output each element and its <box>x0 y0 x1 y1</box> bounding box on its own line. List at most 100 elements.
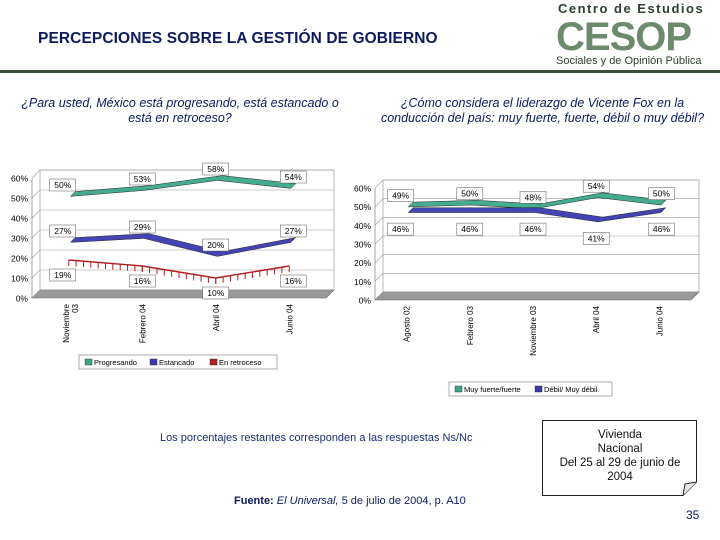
data-label-box <box>519 222 547 236</box>
legend-label: Débil/ Muy débil <box>544 385 598 394</box>
x-tick-label-line: Junio 04 <box>285 303 294 334</box>
logo-top-text: Centro de Estudios <box>558 1 704 16</box>
y-tick-label: 30% <box>11 234 28 244</box>
page-title: PERCEPCIONES SOBRE LA GESTIÓN DE GOBIERN… <box>38 30 438 47</box>
y-tick-label: 0% <box>359 296 372 306</box>
source-line: Fuente: El Universal, 5 de julio de 2004… <box>234 495 466 507</box>
data-label: 19% <box>54 270 71 280</box>
gridline <box>31 209 334 219</box>
data-label: 54% <box>588 181 605 191</box>
data-label: 27% <box>285 226 302 236</box>
gridline <box>31 289 334 299</box>
data-label: 50% <box>461 189 478 199</box>
legend-swatch <box>209 358 218 366</box>
data-label: 50% <box>54 180 71 190</box>
data-label: 20% <box>207 240 224 250</box>
x-tick-label: Febrero 03 <box>466 305 475 345</box>
data-label: 54% <box>285 172 302 182</box>
data-label-box <box>456 222 484 236</box>
data-label-box <box>456 187 484 200</box>
data-label-box <box>648 222 675 236</box>
cesop-logo: Centro de Estudios CESOP Sociales y de O… <box>548 0 718 70</box>
data-label: 29% <box>134 222 151 232</box>
data-label-box <box>49 268 76 282</box>
chart-progress: 0% 10% 20% 30% 40% 50% 60% Noviembre 03 Febrero 0… <box>11 162 335 370</box>
legend-label: Progresando <box>94 358 137 367</box>
y-tick-label: 10% <box>11 274 28 284</box>
data-label: 58% <box>207 164 224 174</box>
question-right: ¿Cómo considera el liderazgo de Vicente … <box>380 96 705 125</box>
chart-floor <box>374 291 700 301</box>
data-label-box <box>129 172 156 186</box>
data-label-box <box>387 222 414 236</box>
x-tick-label: Febrero 04 <box>138 303 147 343</box>
survey-box <box>542 420 697 496</box>
legend-swatch <box>454 385 463 393</box>
series-ribbon-estancado <box>69 233 297 257</box>
x-tick-label-line: Febrero 04 <box>138 303 147 343</box>
data-label-box <box>387 189 414 202</box>
source-detail: 5 de julio de 2004, p. A10 <box>341 495 466 507</box>
data-label-box <box>280 170 307 184</box>
legend-label: Estancado <box>159 358 194 367</box>
x-tick-label-line: 03 <box>71 303 80 312</box>
data-label: 41% <box>588 233 605 243</box>
y-tick-label: 40% <box>354 221 371 231</box>
x-tick-label: Abril 04 <box>212 303 221 331</box>
gridline <box>374 254 699 263</box>
x-tick-label-line: Febrero 03 <box>466 305 475 345</box>
data-label-box <box>129 220 156 234</box>
survey-box-text: Vivienda Nacional Del 25 al 29 de junio … <box>548 428 692 484</box>
gridline <box>31 169 334 179</box>
chart-floor <box>31 289 335 299</box>
data-label-box <box>648 187 675 200</box>
y-tick-label: 60% <box>354 184 371 194</box>
data-label-box <box>280 224 307 238</box>
data-label-box <box>49 178 76 192</box>
box-line-2: Nacional <box>597 443 643 455</box>
box-line-1: Vivienda <box>598 429 642 441</box>
x-tick-label-line: Junio 04 <box>655 305 664 336</box>
gridline <box>374 198 699 207</box>
title-divider <box>0 70 720 73</box>
y-tick-label: 30% <box>354 240 371 250</box>
logo-bottom-text: Sociales y de Opinión Pública <box>556 55 702 67</box>
logo-mark-text: CESOP <box>556 15 691 59</box>
data-label: 16% <box>285 276 302 286</box>
x-tick-label: Noviembre 03 <box>529 305 538 355</box>
gridline <box>374 273 699 282</box>
y-tick-label: 50% <box>354 202 371 212</box>
data-label-box <box>129 274 156 288</box>
legend-swatch <box>534 385 543 393</box>
data-label: 46% <box>392 224 409 234</box>
legend-label: En retroceso <box>219 358 262 367</box>
source-publication: El Universal, <box>276 495 339 507</box>
legend-swatch <box>149 358 158 366</box>
box-line-4: 2004 <box>607 471 633 483</box>
source-label: Fuente: <box>234 495 274 507</box>
y-tick-label: 20% <box>11 254 28 264</box>
data-label: 46% <box>461 224 478 234</box>
page-number: 35 <box>686 508 700 522</box>
x-tick-label-line: Agosto 02 <box>403 305 412 342</box>
x-tick-label: Abril 04 <box>592 305 601 333</box>
data-label-box <box>582 179 610 193</box>
legend-box <box>448 381 613 397</box>
data-label: 50% <box>653 189 670 199</box>
gridline <box>31 229 334 239</box>
y-tick-label: 10% <box>354 277 371 287</box>
data-label: 27% <box>54 226 71 236</box>
box-line-3: Del 25 al 29 de junio de <box>559 457 681 469</box>
series-ribbon-d-bil-muy-d-bil <box>407 207 667 223</box>
x-tick-label-line: Abril 04 <box>592 305 601 333</box>
chart-leadership: 0% 10% 20% 30% 40% 50% 60% Agosto 02 Febrero 03 N… <box>354 179 700 397</box>
x-tick-label-line: Abril 04 <box>212 303 221 331</box>
data-label-box <box>202 238 229 252</box>
data-label-box <box>49 224 76 238</box>
data-label: 53% <box>134 174 151 184</box>
data-label: 49% <box>392 191 409 201</box>
data-label-box <box>202 162 229 176</box>
x-tick-label: Junio 04 <box>655 305 664 336</box>
data-label-box <box>519 191 547 204</box>
data-label-box <box>582 232 610 245</box>
